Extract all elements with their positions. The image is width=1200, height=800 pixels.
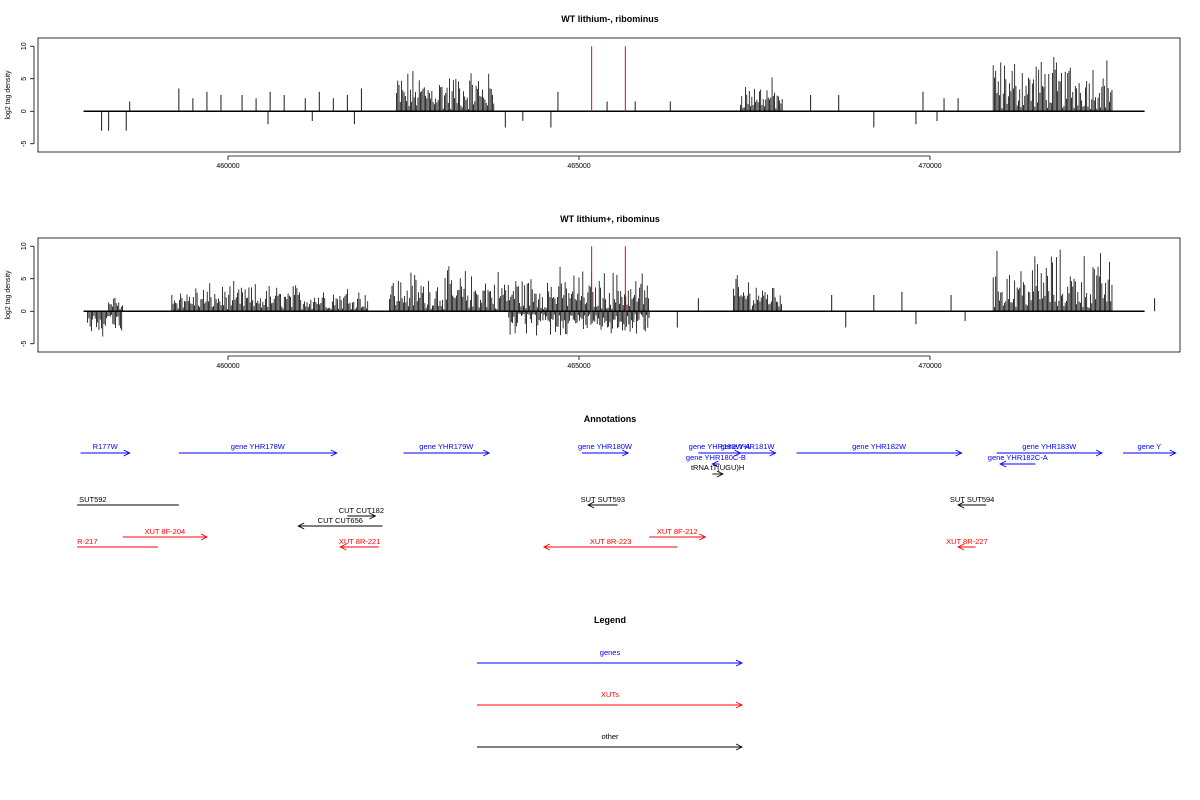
xut-label: XUT 8R-223 [590,537,632,546]
gene-arrow-head [1095,449,1103,457]
gene-arrow-head [769,449,777,457]
y-tick-label: 10 [21,42,28,50]
x-tick-label: 460000 [216,163,239,170]
trna-arrow-head [716,470,724,478]
gene-label: gene YHR180C-B [686,453,746,462]
xut-arrow-head [699,533,707,541]
y-tick-label: -5 [21,341,28,347]
gene-label: gene YHR181W [720,442,775,451]
xut-arrow-head [957,543,965,551]
legend-arrow-head [735,743,744,751]
xut-label: XUT 8R-221 [339,537,381,546]
sut-label: SUT SUT594 [950,495,994,504]
xut-arrow-head [200,533,208,541]
legend-arrow-head [735,701,744,709]
y-tick-label: 5 [21,77,28,81]
density-bars [101,57,1113,131]
cut-label: CUT CUT182 [339,506,384,515]
gene-arrow-head [123,449,131,457]
gene-label: gene YHR182W [852,442,907,451]
trna-label: tRNA tT(UGU)H [691,463,744,472]
legend: Legend genes XUTs other [477,615,744,751]
y-tick-label: 10 [21,242,28,250]
gene-arrow-head [711,460,719,468]
gene-label: gene YHR178W [231,442,286,451]
x-tick-label: 470000 [918,163,941,170]
y-tick-label: 0 [21,109,28,113]
gene-label: gene YHR180W-A [689,442,750,451]
legend-item-label: XUTs [601,690,619,699]
plot-frame [37,237,1181,353]
sut-label: SUT592 [79,495,107,504]
legend-item-label: other [601,732,619,741]
gene-arrow-head [999,460,1007,468]
sut-arrow-head [957,501,965,509]
density-bars [87,249,1156,337]
x-tick-label: 465000 [567,363,590,370]
gene-label: gene YHR179W [419,442,474,451]
xut-label: XUT 8R-227 [946,537,988,546]
x-tick-label: 470000 [918,363,941,370]
gene-label: gene YHR182C-A [988,453,1048,462]
cut-label: CUT CUT656 [318,516,363,525]
x-tick-label: 460000 [216,363,239,370]
chart-title: WT lithium+, ribominus [560,214,660,224]
cut-arrow-head [369,512,377,520]
track-panel-2: WT lithium+, ribominus -5 0 5 10 log2 tag den… [5,214,1181,370]
gene-arrow-head [1169,449,1177,457]
x-tick-label: 465000 [567,163,590,170]
annotations-panel: Annotations R177W gene YHR178W gene YHR179W… [77,414,1177,551]
gene-label: R177W [93,442,119,451]
plot-frame [37,37,1181,153]
sut-label: SUT SUT593 [581,495,625,504]
xut-arrow-head [339,543,347,551]
gene-arrow-head [955,449,963,457]
cut-arrow-head [297,522,305,530]
legend-item-label: genes [600,648,621,657]
gene-label: gene YHR180W [578,442,633,451]
track-panel-1: WT lithium-, ribominus -5 0 5 10 log2 tag den… [5,14,1181,170]
y-axis-label: log2 tag density [5,270,12,320]
legend-arrow-head [735,659,744,667]
gene-arrow-head [330,449,338,457]
gene-arrow-head [621,449,630,457]
gene-arrow-head [482,449,491,457]
xut-label: XUT 8F-204 [144,527,185,536]
y-tick-label: 0 [21,309,28,313]
chart-title: WT lithium-, ribominus [561,14,659,24]
annotations-title: Annotations [584,414,637,424]
xut-label: R-217 [77,537,97,546]
legend-title: Legend [594,615,626,625]
xut-arrow-head [542,543,551,551]
y-tick-label: -5 [21,141,28,147]
sut-arrow-head [587,501,595,509]
gene-label: gene Y [1138,442,1162,451]
xut-label: XUT 8F-212 [657,527,698,536]
gene-label: gene YHR183W [1022,442,1077,451]
y-tick-label: 5 [21,277,28,281]
y-axis-label: log2 tag density [5,70,12,120]
